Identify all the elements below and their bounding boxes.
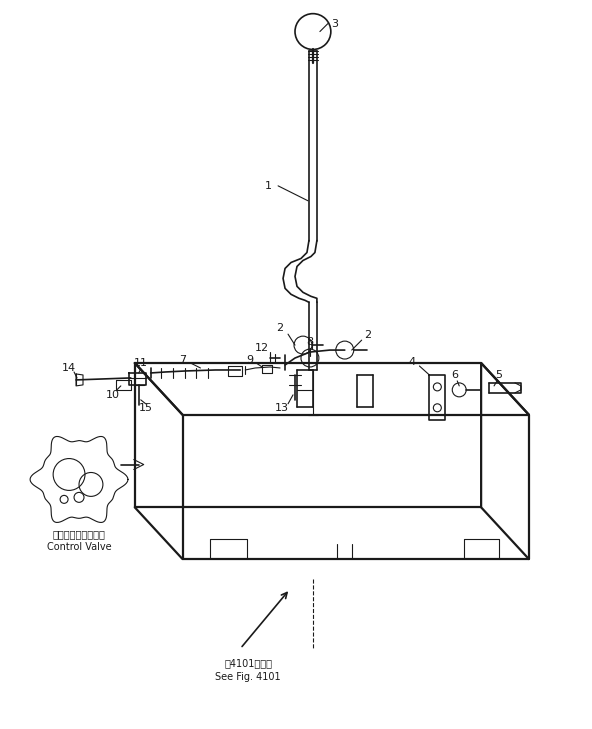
Text: 1: 1 — [265, 181, 272, 191]
Text: 3: 3 — [332, 19, 338, 28]
Text: 7: 7 — [179, 355, 186, 365]
Text: 2: 2 — [364, 330, 371, 340]
Text: 4: 4 — [409, 357, 416, 367]
Text: 11: 11 — [134, 358, 148, 368]
Text: 15: 15 — [139, 403, 153, 413]
Text: 10: 10 — [106, 390, 120, 400]
Text: 12: 12 — [255, 343, 269, 353]
Text: 13: 13 — [275, 403, 289, 413]
Text: 8: 8 — [307, 337, 314, 347]
Text: 14: 14 — [62, 363, 76, 373]
Text: コントロールバルフ: コントロールバルフ — [53, 529, 105, 539]
Text: 2: 2 — [276, 323, 284, 333]
Polygon shape — [30, 437, 128, 523]
Text: See Fig. 4101: See Fig. 4101 — [215, 671, 281, 682]
Text: Control Valve: Control Valve — [47, 542, 111, 552]
Text: 6: 6 — [452, 370, 459, 380]
Text: 9: 9 — [247, 355, 254, 365]
Text: 5: 5 — [496, 370, 503, 380]
Text: 図4101図参照: 図4101図参照 — [224, 658, 272, 668]
